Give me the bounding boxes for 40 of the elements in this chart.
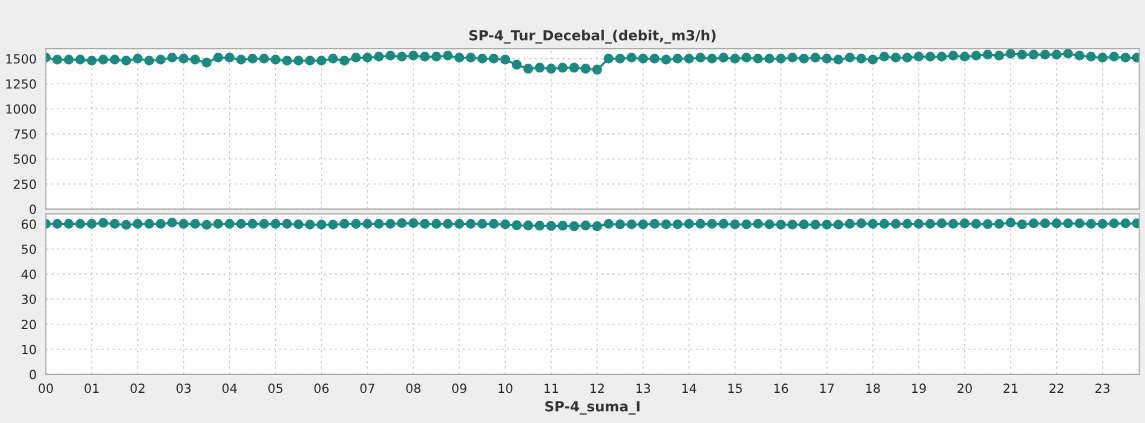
x-tick-label: 10 [498,383,513,394]
x-tick-label: 17 [820,383,834,393]
x-tick-label: 16 [774,383,789,394]
chart-title: SP-4_Tur_Decebal_(debit,_m3/h) [469,29,716,44]
y-tick-label: 0 [29,369,36,380]
x-tick-label: 13 [636,383,651,394]
y-tick-label: 1000 [6,104,36,114]
y-tick-label: 0 [29,204,36,215]
y-tick-label: 1500 [6,54,36,64]
x-tick-label: 18 [866,383,880,394]
x-tick-label: 02 [130,383,145,394]
x-tick-label: 22 [1049,383,1064,393]
x-tick-label: 09 [452,383,467,394]
y-tick-label: 500 [13,154,36,164]
y-tick-label: 250 [13,179,36,189]
x-tick-label: 05 [268,383,283,394]
y-tick-label: 60 [21,219,36,229]
x-tick-label: 07 [360,383,375,394]
y-tick-label: 20 [21,319,36,330]
y-tick-label: 30 [21,294,36,305]
x-tick-label: 19 [912,383,926,394]
x-tick-label: 03 [176,383,191,394]
x-tick-label: 14 [682,383,697,393]
x-tick-label: 06 [314,383,329,394]
x-tick-label: 12 [590,383,604,393]
x-tick-label: 23 [1095,383,1110,394]
y-tick-label: 10 [22,344,36,355]
x-axis-title: SP-4_suma_I [545,401,640,415]
y-tick-label: 1250 [6,79,36,89]
x-tick-label: 20 [957,383,972,394]
y-tick-label: 40 [21,269,36,279]
x-tick-label: 21 [1003,383,1018,393]
y-tick-label: 750 [13,129,36,139]
x-tick-label: 08 [406,383,421,394]
y-tick-label: 50 [21,244,36,254]
x-tick-label: 01 [84,383,99,394]
x-tick-label: 00 [38,383,53,394]
x-tick-label: 15 [728,383,742,394]
x-tick-label: 04 [222,383,237,394]
x-tick-label: 11 [544,383,558,393]
